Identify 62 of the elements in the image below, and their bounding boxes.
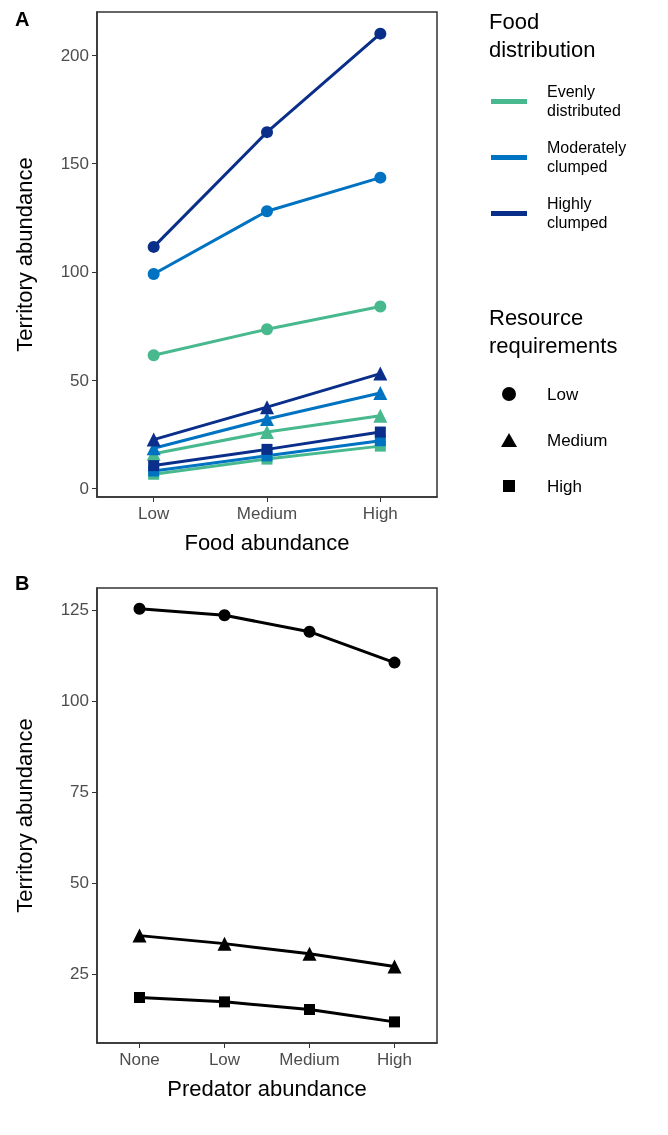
- point: [303, 625, 316, 638]
- point: [260, 400, 274, 415]
- x-tick-label: Medium: [279, 1050, 340, 1069]
- point: [147, 240, 160, 253]
- chart-title: B: [15, 572, 30, 594]
- point: [260, 425, 274, 440]
- point: [261, 126, 273, 139]
- legend-title: Food distribution: [489, 8, 597, 64]
- point: [374, 27, 387, 40]
- y-axis-title: Territory abundance: [11, 718, 37, 913]
- point: [302, 946, 317, 961]
- point: [261, 323, 273, 336]
- point: [388, 656, 401, 669]
- point: [147, 267, 160, 280]
- y-axis-title: Territory abundance: [11, 157, 37, 352]
- x-tick-label: High: [377, 1050, 412, 1069]
- point: [373, 408, 388, 423]
- point: [389, 1016, 400, 1028]
- point: [304, 1004, 315, 1016]
- y-tick-label: 25: [70, 964, 89, 984]
- y-tick-label: 50: [70, 370, 89, 390]
- point: [134, 992, 145, 1003]
- text: High: [547, 477, 583, 496]
- y-tick-label: 100: [60, 691, 89, 711]
- x-tick-label: High: [362, 504, 398, 523]
- point: [219, 996, 230, 1008]
- chart-title: A: [15, 8, 30, 30]
- y-tick-label: 50: [70, 873, 89, 893]
- x-tick-label: Low: [208, 1050, 241, 1069]
- point: [374, 171, 387, 184]
- y-tick-label: 150: [60, 154, 89, 174]
- point: [261, 443, 273, 455]
- y-tick-label: 100: [60, 262, 89, 282]
- point: [373, 366, 388, 381]
- text: Evenly distributed: [547, 82, 622, 120]
- point: [217, 936, 232, 951]
- text: Low: [547, 385, 580, 404]
- x-tick-label: None: [119, 1050, 160, 1069]
- y-tick-label: 75: [70, 782, 89, 802]
- text: Medium: [547, 431, 609, 450]
- point: [373, 386, 388, 401]
- y-tick-label: 200: [60, 45, 89, 65]
- text: Resource requirements: [489, 304, 619, 360]
- point: [148, 460, 160, 472]
- x-tick-label: Low: [138, 504, 170, 523]
- x-tick-label: Medium: [236, 504, 298, 523]
- x-axis-title: Food abundance: [184, 529, 350, 555]
- point: [261, 205, 273, 218]
- point: [132, 928, 147, 943]
- y-tick-label: 0: [79, 478, 89, 498]
- point: [146, 432, 161, 447]
- point: [218, 609, 231, 622]
- point: [147, 349, 160, 362]
- point: [374, 300, 387, 313]
- point: [260, 412, 274, 427]
- point: [374, 426, 386, 438]
- point: [387, 959, 402, 974]
- text: Highly clumped: [547, 194, 609, 232]
- y-tick-label: 125: [60, 600, 89, 620]
- text: Moderately clumped: [547, 138, 628, 176]
- point: [133, 602, 146, 615]
- x-axis-title: Predator abundance: [167, 1075, 367, 1101]
